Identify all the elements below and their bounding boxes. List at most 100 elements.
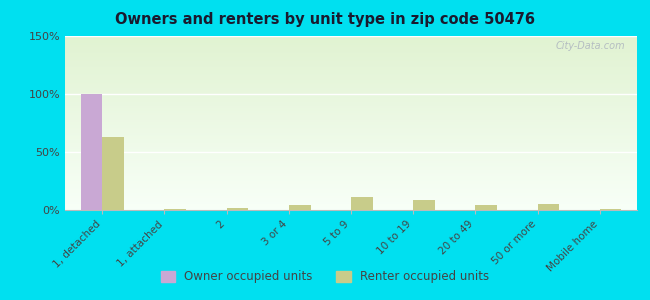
Bar	[65, 42, 637, 43]
Bar	[65, 45, 637, 46]
Bar	[65, 163, 637, 164]
Bar	[65, 76, 637, 77]
Bar	[289, 206, 311, 210]
Bar	[65, 190, 637, 191]
Bar	[65, 44, 637, 45]
Bar	[65, 178, 637, 179]
Bar	[65, 113, 637, 114]
Bar	[65, 180, 637, 181]
Bar	[65, 43, 637, 44]
Bar	[65, 69, 637, 70]
Bar	[65, 207, 637, 208]
Bar	[65, 114, 637, 115]
Bar	[65, 111, 637, 112]
Bar	[65, 94, 637, 95]
Bar	[65, 85, 637, 86]
Bar	[65, 193, 637, 194]
Bar	[65, 143, 637, 144]
Bar	[65, 109, 637, 110]
Bar	[65, 51, 637, 52]
Bar	[65, 104, 637, 105]
Bar	[65, 64, 637, 65]
Bar	[65, 50, 637, 51]
Bar	[65, 93, 637, 94]
Bar	[65, 202, 637, 203]
Bar	[65, 68, 637, 69]
Bar	[65, 151, 637, 152]
Bar	[65, 119, 637, 120]
Bar	[65, 191, 637, 192]
Text: Owners and renters by unit type in zip code 50476: Owners and renters by unit type in zip c…	[115, 12, 535, 27]
Bar	[65, 54, 637, 55]
Bar	[65, 48, 637, 49]
Bar	[65, 158, 637, 159]
Bar	[65, 128, 637, 129]
Bar	[65, 167, 637, 168]
Bar	[65, 63, 637, 64]
Bar	[65, 144, 637, 145]
Bar	[65, 134, 637, 135]
Bar	[65, 148, 637, 149]
Bar	[65, 184, 637, 185]
Bar	[65, 142, 637, 143]
Bar	[65, 85, 637, 86]
Bar	[65, 52, 637, 53]
Bar	[65, 58, 637, 59]
Bar	[65, 47, 637, 48]
Bar	[65, 62, 637, 63]
Bar	[65, 129, 637, 130]
Bar	[65, 168, 637, 169]
Bar	[65, 101, 637, 102]
Bar	[164, 209, 187, 210]
Bar	[65, 90, 637, 91]
Bar	[65, 75, 637, 76]
Bar	[65, 127, 637, 128]
Bar	[65, 55, 637, 56]
Bar	[65, 203, 637, 204]
Bar	[65, 105, 637, 106]
Bar	[65, 80, 637, 81]
Bar	[65, 159, 637, 160]
Bar	[65, 100, 637, 101]
Bar	[65, 153, 637, 154]
Bar	[65, 79, 637, 80]
Bar	[65, 169, 637, 170]
Bar	[65, 141, 637, 142]
Bar	[65, 181, 637, 182]
Legend: Owner occupied units, Renter occupied units: Owner occupied units, Renter occupied un…	[156, 266, 494, 288]
Bar	[65, 100, 637, 101]
Text: City-Data.com: City-Data.com	[556, 41, 625, 51]
Bar	[65, 137, 637, 138]
Bar	[65, 150, 637, 151]
Bar	[65, 46, 637, 47]
Bar	[65, 121, 637, 122]
Bar	[65, 182, 637, 183]
Bar	[65, 162, 637, 163]
Bar	[65, 88, 637, 89]
Bar	[65, 188, 637, 189]
Bar	[65, 53, 637, 54]
Bar	[65, 97, 637, 98]
Bar	[65, 177, 637, 178]
Bar	[65, 176, 637, 177]
Bar	[65, 132, 637, 133]
Bar	[65, 70, 637, 71]
Bar	[65, 174, 637, 175]
Bar	[65, 49, 637, 50]
Bar	[65, 146, 637, 147]
Bar	[65, 160, 637, 161]
Bar	[65, 72, 637, 73]
Bar	[65, 204, 637, 205]
Bar	[65, 209, 637, 210]
Bar	[65, 56, 637, 57]
Bar	[65, 108, 637, 109]
Bar	[65, 123, 637, 124]
Bar	[65, 192, 637, 193]
Bar	[65, 199, 637, 200]
Bar	[65, 98, 637, 99]
Bar	[65, 95, 637, 96]
Bar	[65, 87, 637, 88]
Bar	[65, 173, 637, 174]
Bar	[65, 59, 637, 60]
Bar	[65, 170, 637, 171]
